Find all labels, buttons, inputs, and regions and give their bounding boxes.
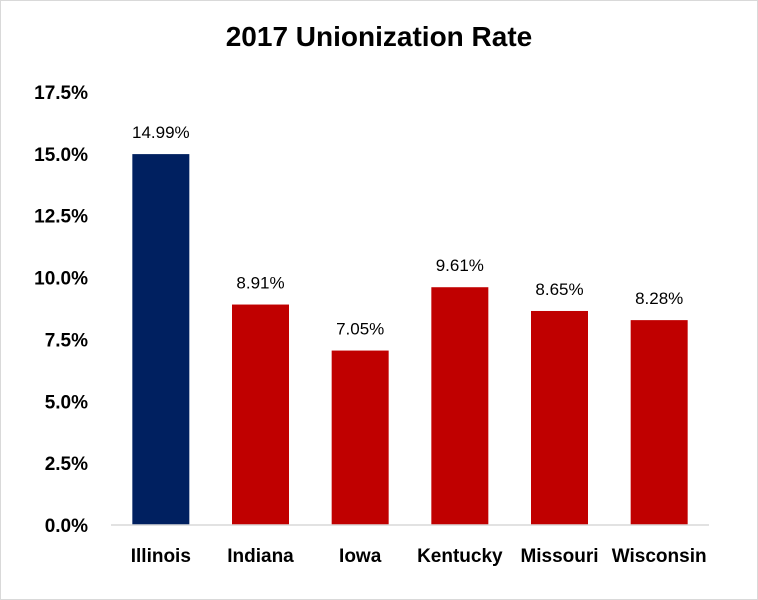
y-tick-label: 10.0% — [34, 269, 88, 290]
y-tick-label: 0.0% — [45, 516, 88, 537]
bar-iowa — [331, 350, 389, 525]
y-axis: 0.0% 2.5% 5.0% 7.5% 10.0% 12.5% 15.0% 17.5% — [34, 83, 88, 537]
y-tick-label: 15.0% — [34, 145, 88, 166]
y-tick-label: 2.5% — [45, 454, 88, 475]
bar-missouri — [531, 310, 588, 525]
x-tick-label: Wisconsin — [612, 546, 707, 567]
y-tick-label: 17.5% — [34, 83, 88, 104]
data-label: 9.61% — [436, 256, 484, 275]
x-tick-label: Kentucky — [417, 546, 503, 567]
data-label: 8.91% — [236, 274, 284, 293]
chart-title: 2017 Unionization Rate — [225, 21, 533, 52]
x-tick-label: Iowa — [339, 546, 382, 567]
bar-illinois — [132, 154, 190, 526]
bar-kentucky — [431, 287, 489, 525]
bar-indiana — [232, 304, 289, 525]
x-tick-label: Missouri — [520, 546, 598, 567]
data-label: 7.05% — [336, 320, 384, 339]
bars: 14.99% 8.91% 7.05% 9.61% 8.65% 8.28% — [132, 123, 688, 526]
bar-wisconsin — [630, 320, 688, 525]
y-tick-label: 5.0% — [45, 392, 88, 413]
data-label: 8.28% — [635, 289, 683, 308]
data-label: 14.99% — [132, 123, 190, 142]
x-tick-label: Indiana — [227, 546, 294, 567]
y-tick-label: 7.5% — [45, 330, 88, 351]
x-tick-label: Illinois — [131, 546, 191, 567]
data-label: 8.65% — [535, 280, 583, 299]
y-tick-label: 12.5% — [34, 207, 88, 228]
x-axis: Illinois Indiana Iowa Kentucky Missouri Wisco… — [131, 546, 707, 567]
